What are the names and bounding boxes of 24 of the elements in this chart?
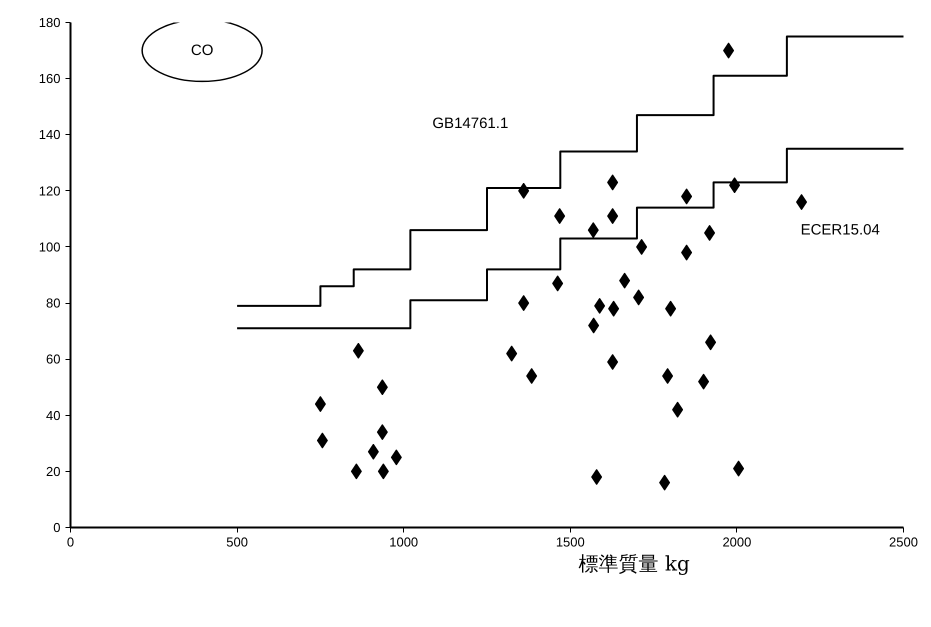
y-tick-label: 180 [38,15,61,30]
point [588,318,600,334]
y-tick-label: 0 [53,520,61,535]
y-tick-label: 140 [38,127,61,142]
y-tick-label: 120 [38,183,61,198]
point [662,368,674,384]
x-tick-label: 1000 [389,534,418,550]
x-tick-label: 0 [66,534,74,550]
y-tick-label: 40 [46,408,61,423]
point [591,469,602,485]
x-tick-label: 2000 [722,534,752,550]
x-axis-title: 標準質量 kg [578,552,690,576]
x-tick-label: 500 [226,534,248,550]
y-tick-label: 20 [46,464,61,479]
y-tick-label: 100 [38,239,61,254]
x-tick-label: 1500 [556,534,585,550]
point [526,368,538,384]
annotation: CO [190,42,214,60]
annotation: ECER15.04 [800,222,880,239]
y-tick-label: 80 [46,296,61,311]
y-tick-label: 60 [46,352,61,367]
y-tick-label: 160 [38,71,61,86]
annotation: GB14761.1 [432,115,508,132]
x-tick-label: 2500 [889,534,918,550]
